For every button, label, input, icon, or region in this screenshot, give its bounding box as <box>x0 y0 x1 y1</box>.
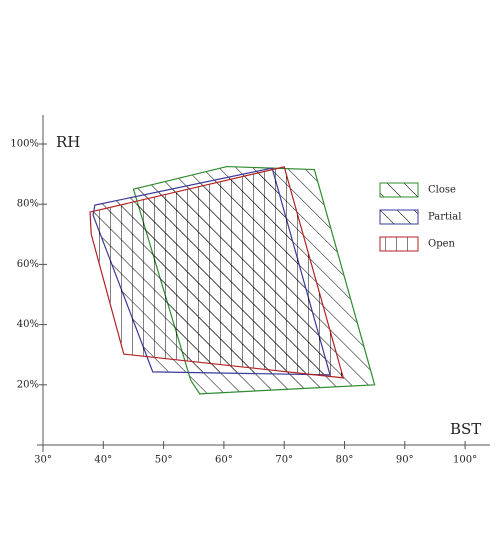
legend-label: Partial <box>428 212 461 223</box>
x-axis-label: BST <box>450 420 481 438</box>
x-tick-label: 90° <box>396 455 414 466</box>
legend-label: Open <box>428 239 456 250</box>
x-tick-label: 100° <box>453 455 477 466</box>
y-tick-label: 80% <box>17 199 39 210</box>
legend-swatch <box>379 209 419 225</box>
legend-swatch <box>379 236 419 252</box>
x-tick-label: 40° <box>94 455 112 466</box>
y-tick-label: 20% <box>17 379 39 390</box>
x-tick-label: 30° <box>34 455 52 466</box>
y-tick-label: 40% <box>17 319 39 330</box>
x-tick-label: 80° <box>336 455 354 466</box>
x-tick-label: 60° <box>215 455 233 466</box>
x-tick-label: 50° <box>155 455 173 466</box>
legend-label: Close <box>428 185 456 196</box>
y-tick-label: 100% <box>10 139 39 150</box>
x-tick-label: 70° <box>275 455 293 466</box>
legend-swatch <box>379 182 419 198</box>
y-tick-label: 60% <box>17 259 39 270</box>
area <box>89 166 345 379</box>
y-axis-label: RH <box>56 133 80 151</box>
